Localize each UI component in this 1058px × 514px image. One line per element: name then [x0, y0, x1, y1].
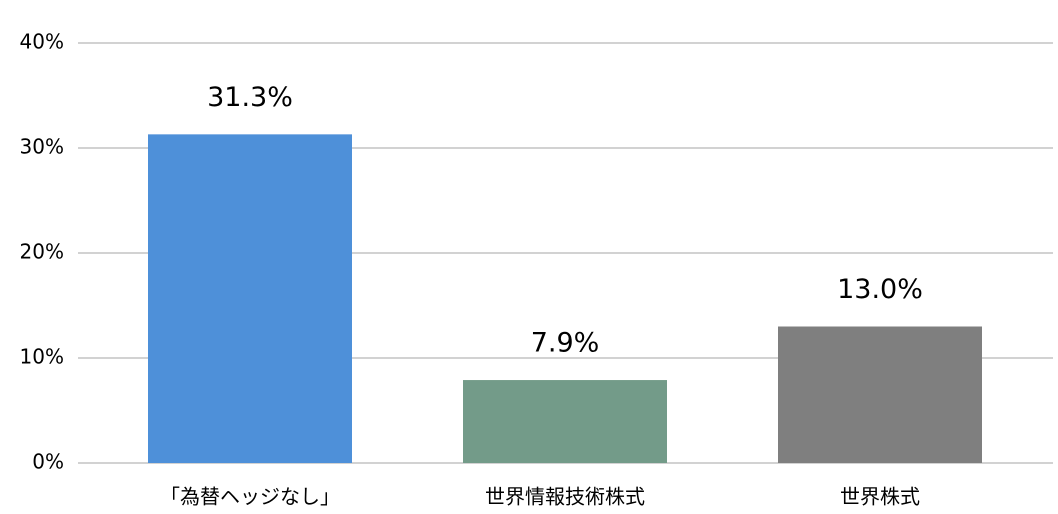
- value-label: 31.3%: [207, 82, 293, 113]
- bar: [148, 134, 352, 463]
- x-tick-label: 世界情報技術株式: [485, 485, 645, 509]
- x-tick-label: 世界株式: [840, 485, 920, 509]
- y-tick-label: 0%: [32, 450, 64, 474]
- y-tick-label: 20%: [20, 240, 64, 264]
- y-tick-label: 40%: [20, 30, 64, 54]
- bar: [463, 380, 667, 463]
- value-label: 7.9%: [531, 328, 600, 359]
- x-tick-label: 「為替ヘッジなし」: [160, 485, 340, 509]
- y-tick-label: 10%: [20, 345, 64, 369]
- value-label: 13.0%: [837, 274, 923, 305]
- y-tick-label: 30%: [20, 135, 64, 159]
- bar: [778, 326, 982, 463]
